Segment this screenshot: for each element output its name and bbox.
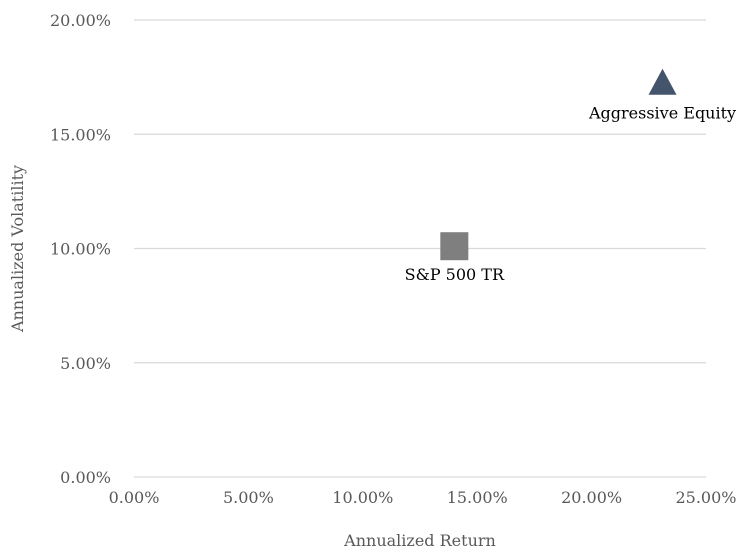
point-label: S&P 500 TR [405,265,505,284]
y-tick-label: 5.00% [60,354,111,373]
gridlines [134,19,706,364]
y-tick-labels: 0.00% 5.00% 10.00% 15.00% 20.00% [50,11,111,487]
point-marker-square [440,232,469,261]
x-tick-label: 20.00% [561,488,622,507]
y-tick-label: 0.00% [60,468,111,487]
y-axis-title: Annualized Volatility [8,165,27,333]
data-labels: S&P 500 TR Aggressive Equity [405,104,736,285]
x-tick-label: 15.00% [447,488,508,507]
y-tick-label: 15.00% [50,125,111,144]
x-tick-label: 0.00% [109,488,160,507]
data-points [440,68,677,261]
x-tick-label: 5.00% [223,488,274,507]
point-label: Aggressive Equity [588,104,736,123]
x-tick-label: 10.00% [332,488,393,507]
point-marker-triangle [648,68,677,95]
y-tick-label: 20.00% [50,11,111,30]
x-axis-title: Annualized Return [343,531,496,550]
y-tick-label: 10.00% [50,240,111,259]
x-tick-labels: 0.00% 5.00% 10.00% 15.00% 20.00% 25.00% [109,488,737,507]
x-tick-label: 25.00% [675,488,736,507]
